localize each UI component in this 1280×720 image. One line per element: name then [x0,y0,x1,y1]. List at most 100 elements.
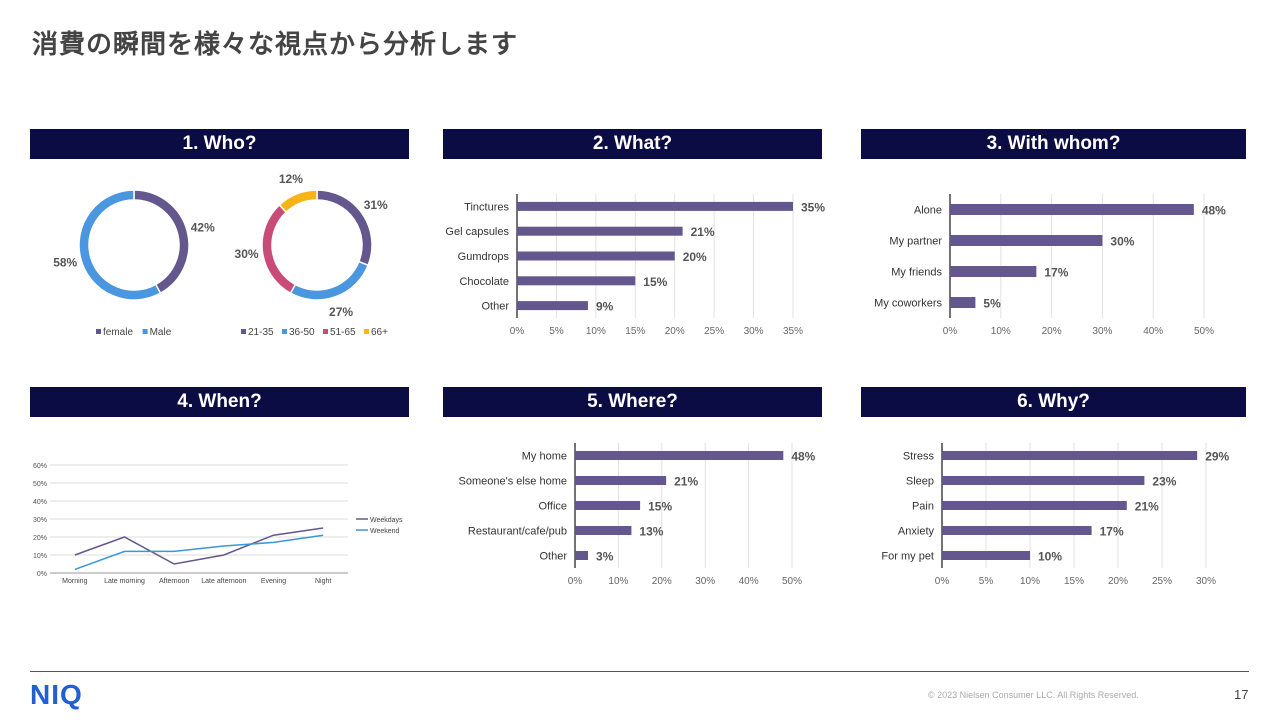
bar [575,501,641,510]
bar-chart-what: 0% 5% 10% 15% 20% 25% 30% 35% Tinctures 35% Gel ca… [445,194,825,337]
data-label: 10% [1038,550,1062,564]
category-label: Anxiety [898,526,935,538]
y-tick-label: 50% [33,481,47,488]
y-tick-label: 10% [33,553,47,560]
legend-label: Male [150,327,172,338]
y-tick-label: 20% [33,535,47,542]
legend-swatch [241,329,246,334]
legend-label: Weekend [370,528,400,535]
x-tick-label: 25% [704,326,724,337]
legend-swatch [323,329,328,334]
bar [517,226,683,236]
x-tick-label: 20% [665,326,685,337]
bar [517,276,636,286]
donut-slice [133,189,190,295]
x-tick-label: 50% [1194,326,1214,337]
x-tick-label: Afternoon [159,578,189,585]
data-label: 48% [791,450,815,464]
category-label: Pain [912,501,934,513]
data-label: 30% [1110,235,1134,249]
legend-label: 36-50 [289,327,315,338]
category-label: Gel capsules [445,226,509,238]
line-chart-when: 0% 10% 20% 30% 40% 50% 60% Morning Late morning A… [33,463,403,585]
data-label: 31% [364,198,388,212]
bar [950,266,1037,277]
x-tick-label: 5% [979,576,994,587]
bar [942,501,1127,510]
y-tick-label: 60% [33,463,47,470]
x-tick-label: 0% [943,326,958,337]
category-label: My home [522,451,567,463]
data-label: 20% [683,250,707,264]
x-tick-label: 30% [1196,576,1216,587]
bar [942,551,1030,560]
bar [517,251,675,261]
x-tick-label: 10% [608,576,628,587]
data-label: 35% [801,200,825,214]
y-tick-label: 0% [37,571,47,578]
bar [575,451,784,460]
niq-logo: NIQ [30,679,83,710]
category-label: Restaurant/cafe/pub [468,526,567,538]
data-label: 27% [329,305,353,319]
section-header-where: 5. Where? [443,387,822,417]
x-tick-label: 35% [783,326,803,337]
series-line [74,534,324,571]
x-tick-label: 25% [1152,576,1172,587]
x-tick-label: 30% [695,576,715,587]
bar [950,235,1103,246]
category-label: Other [481,301,509,313]
category-label: Alone [914,205,942,217]
category-label: Someone's else home [459,476,568,488]
category-label: For my pet [881,551,934,563]
data-label: 17% [1100,525,1124,539]
data-label: 21% [691,225,715,239]
data-label: 48% [1202,204,1226,218]
data-label: 42% [191,220,215,234]
page-number: 17 [1234,687,1249,702]
x-tick-label: 15% [1064,576,1084,587]
copyright-text: © 2023 Nielsen Consumer LLC. All Rights … [928,690,1139,700]
x-tick-label: Morning [62,578,87,585]
bar [942,451,1198,460]
bar [517,201,793,211]
bar [950,204,1194,215]
x-tick-label: Late morning [104,578,145,585]
x-tick-label: 40% [739,576,759,587]
bar [950,297,976,308]
x-tick-label: 50% [782,576,802,587]
data-label: 3% [596,550,614,564]
category-label: Chocolate [459,276,509,288]
data-label: 58% [53,256,77,270]
section-header-when: 4. When? [30,387,409,417]
x-tick-label: Evening [261,578,286,585]
legend-swatch [282,329,287,334]
donut-slice [278,189,318,214]
data-label: 9% [596,300,614,314]
legend-label: 21-35 [248,327,274,338]
bar [575,476,667,485]
bar-chart-with-whom: 0% 10% 20% 30% 40% 50% Alone 48% My partner 30% My… [874,194,1226,337]
data-label: 21% [674,475,698,489]
x-tick-label: 15% [625,326,645,337]
x-tick-label: 20% [1108,576,1128,587]
page-title: 消費の瞬間を様々な視点から分析します [32,30,519,60]
y-tick-label: 30% [33,517,47,524]
x-tick-label: 0% [935,576,950,587]
donut-slice [78,189,162,301]
category-label: Tinctures [464,201,509,213]
legend-label: 51-65 [330,327,356,338]
legend-swatch [96,329,101,334]
category-label: My coworkers [874,298,942,310]
donut-slice [289,260,370,301]
data-label: 17% [1044,266,1068,280]
section-header-what: 2. What? [443,129,822,159]
legend-label: female [103,327,133,338]
bar-chart-why: 0% 5% 10% 15% 20% 25% 30% Stress 29% Sleep 23% Pain… [881,443,1230,587]
x-tick-label: 10% [1020,576,1040,587]
x-tick-label: 30% [1092,326,1112,337]
data-label: 21% [1135,500,1159,514]
section-header-with-whom: 3. With whom? [861,129,1246,159]
donut-slice [261,203,297,295]
series-line [74,527,324,565]
